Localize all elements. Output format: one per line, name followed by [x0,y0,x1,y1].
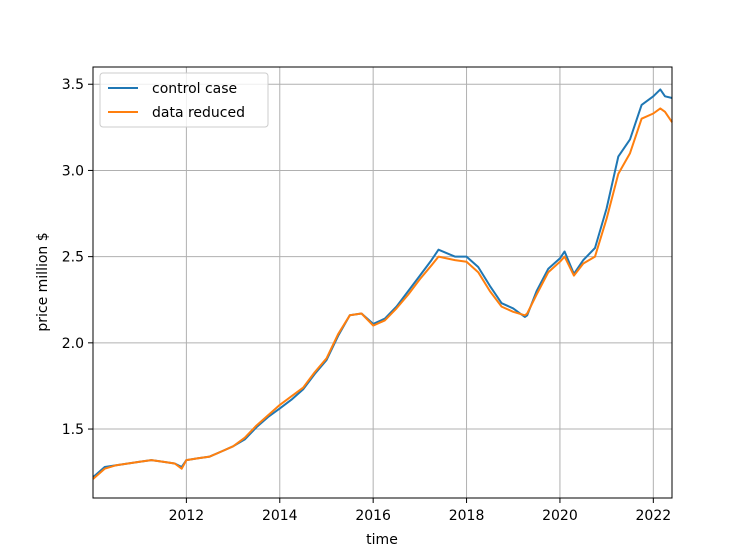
x-tick-label: 2022 [636,508,672,524]
y-axis: 1.5 2.0 2.5 3.0 3.5 [62,77,93,438]
legend-label: data reduced [152,105,245,121]
y-tick-label: 3.0 [62,163,84,179]
y-tick-label: 1.5 [62,422,84,438]
series-lines [92,88,673,480]
x-axis: 2012 2014 2016 2018 2020 2022 [169,498,672,524]
series-line-1 [92,107,673,480]
x-tick-label: 2016 [355,508,391,524]
x-axis-label: time [366,532,398,548]
grid-lines [93,67,672,498]
y-tick-label: 3.5 [62,77,84,93]
y-tick-label: 2.0 [62,336,84,352]
y-axis-label: price million $ [35,232,51,331]
x-tick-label: 2020 [542,508,578,524]
legend-box [99,72,269,128]
x-tick-label: 2014 [262,508,298,524]
x-tick-label: 2012 [169,508,205,524]
x-tick-label: 2018 [449,508,485,524]
plot-frame [92,66,673,499]
legend: control case data reduced [99,72,269,128]
legend-label: control case [152,81,237,97]
y-tick-label: 2.5 [62,250,84,266]
